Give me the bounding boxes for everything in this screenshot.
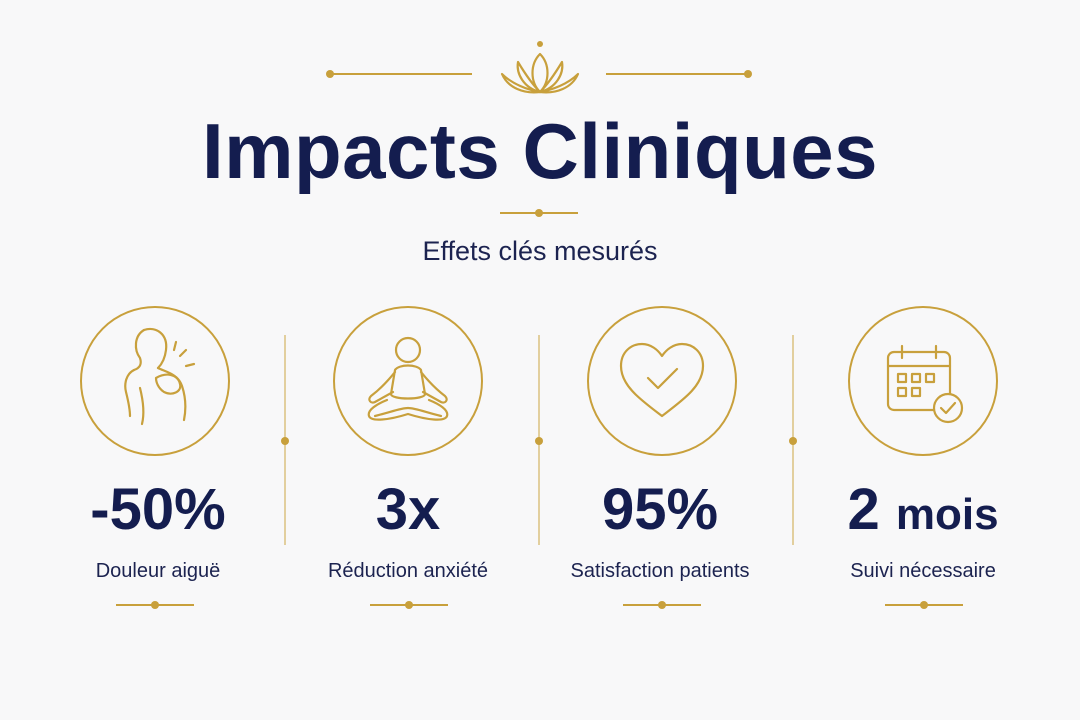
stat-underline-dot — [405, 601, 413, 609]
calendar-check-icon — [886, 344, 964, 424]
stat-underline-dot — [151, 601, 159, 609]
column-divider-dot — [281, 437, 289, 445]
icon-circle — [848, 306, 998, 456]
stat-value-number: 2 — [847, 477, 880, 542]
column-divider-dot — [789, 437, 797, 445]
ornament-dot — [326, 70, 334, 78]
stat-value: 2 mois — [793, 476, 1053, 543]
shoulder-pain-icon — [124, 327, 196, 426]
stat-underline-dot — [658, 601, 666, 609]
stat-underline-dot — [920, 601, 928, 609]
page-subtitle: Effets clés mesurés — [422, 236, 658, 266]
stat-value: 95% — [601, 477, 719, 542]
stat-label: Suivi nécessaire — [850, 560, 996, 582]
icon-circle — [587, 306, 737, 456]
page-title: Impacts Cliniques — [202, 107, 878, 195]
ornament-line — [606, 73, 746, 75]
column-divider-dot — [535, 437, 543, 445]
stat-label: Réduction anxiété — [327, 560, 489, 582]
icon-circle — [333, 306, 483, 456]
stat-value-unit: mois — [895, 490, 999, 539]
stat-label: Satisfaction patients — [570, 560, 750, 582]
stat-value: 3x — [375, 477, 441, 542]
meditation-icon — [367, 336, 449, 421]
title-divider-dot — [535, 209, 543, 217]
lotus-icon — [500, 41, 580, 94]
icon-circle — [80, 306, 230, 456]
ornament-line — [332, 73, 472, 75]
ornament-dot — [744, 70, 752, 78]
heart-check-icon — [619, 342, 705, 418]
stat-label: Douleur aiguë — [95, 560, 221, 582]
stat-value: -50% — [90, 477, 226, 542]
